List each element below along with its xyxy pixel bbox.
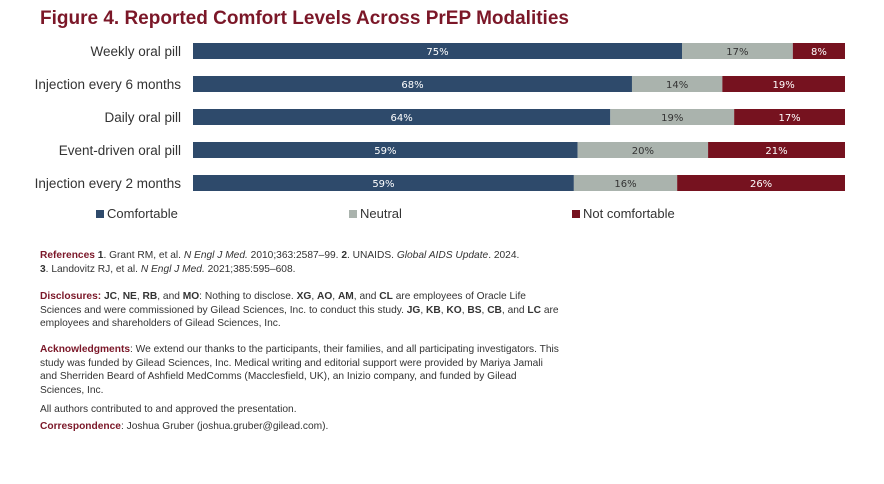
initials: AO: [316, 291, 333, 302]
ref-journal: Global AIDS Update: [396, 250, 489, 261]
correspondence-heading: Correspondence: [40, 421, 121, 432]
legend-label-comfortable: Comfortable: [107, 206, 178, 221]
bar-segment-neutral: [573, 175, 678, 191]
ref-journal: N Engl J Med.: [140, 263, 205, 275]
acknowledgments-text: : We extend our thanks to the participan…: [40, 344, 559, 396]
bar-segment-neutral: [631, 76, 723, 92]
category-label: Injection every 2 months: [35, 176, 182, 191]
data-label: 75%: [426, 47, 448, 58]
ref-number: 2: [341, 250, 347, 261]
initials: KB: [426, 304, 441, 316]
category-label: Event-driven oral pill: [59, 143, 181, 158]
initials: NE: [122, 291, 137, 302]
data-label: 68%: [401, 80, 423, 91]
bar-segment-comfortable: [193, 109, 611, 125]
text: , and: [353, 291, 380, 302]
category-label: Weekly oral pill: [90, 44, 181, 59]
data-label: 59%: [372, 179, 394, 190]
disclosures-heading: Disclosures:: [40, 291, 102, 302]
text: ,: [461, 304, 468, 316]
figure-title: Figure 4. Reported Comfort Levels Across…: [40, 8, 569, 29]
bar-segment-not-comfortable: [792, 43, 845, 59]
correspondence-text: : Joshua Gruber (joshua.gruber@gilead.co…: [120, 421, 329, 432]
text: are employees of Oracle Life Sciences an…: [40, 291, 526, 316]
initials: JG: [406, 304, 421, 316]
legend-item-comfortable: Comfortable: [96, 206, 178, 221]
bar-segment-comfortable: [193, 175, 574, 191]
text: , and: [501, 304, 528, 316]
acknowledgments-heading: Acknowledgments: [40, 344, 131, 355]
bar-segment-neutral: [577, 142, 709, 158]
initials: LC: [527, 304, 541, 316]
initials: AM: [337, 291, 354, 302]
data-label: 59%: [374, 146, 396, 157]
references-heading: References: [40, 250, 95, 261]
data-label: 8%: [811, 47, 827, 58]
initials: CB: [487, 304, 502, 316]
legend-swatch-comfortable: [96, 209, 104, 218]
text: : Nothing to disclose.: [199, 291, 297, 302]
initials: XG: [296, 291, 312, 302]
data-label: 21%: [765, 146, 787, 157]
bar-segment-neutral: [682, 43, 793, 59]
data-label: 14%: [666, 80, 688, 91]
text: , and: [157, 291, 183, 302]
legend-label-not-comfortable: Not comfortable: [583, 206, 675, 221]
ref-number: 1: [97, 250, 104, 261]
data-label: 19%: [661, 113, 683, 124]
category-label: Injection every 6 months: [35, 77, 182, 92]
legend-item-neutral: Neutral: [349, 206, 402, 221]
legend-swatch-neutral: [349, 209, 357, 218]
bar-segment-not-comfortable: [722, 76, 845, 92]
disclosures: Disclosures: JC, NE, RB, and MO: Nothing…: [40, 290, 560, 331]
data-label: 17%: [726, 47, 748, 58]
initials: KO: [446, 304, 462, 316]
correspondence: Correspondence: Joshua Gruber (joshua.gr…: [40, 420, 560, 434]
text: ,: [117, 291, 123, 302]
legend-label-neutral: Neutral: [360, 206, 402, 221]
initials: RB: [142, 291, 158, 302]
ref-text: . Landovitz RJ, et al.: [45, 263, 141, 275]
category-label: Daily oral pill: [104, 110, 181, 125]
stacked-bar-chart: Weekly oral pill 75% 17% 8% Injection every …: [35, 43, 845, 191]
initials: JC: [104, 291, 118, 302]
bar-segment-comfortable: [193, 142, 578, 158]
bar-segment-not-comfortable: [677, 175, 845, 191]
bar-segment-not-comfortable: [734, 109, 845, 125]
acknowledgments: Acknowledgments: We extend our thanks to…: [40, 343, 560, 397]
data-label: 17%: [778, 113, 800, 124]
text: ,: [440, 304, 447, 316]
text: ,: [481, 304, 488, 316]
bar-segment-not-comfortable: [708, 142, 845, 158]
ref-text: 2021;385:595–608.: [204, 263, 296, 275]
data-label: 19%: [773, 80, 795, 91]
text: ,: [420, 304, 427, 316]
text: are employees and shareholders of Gilead…: [40, 304, 559, 330]
legend-swatch-not-comfortable: [572, 209, 580, 218]
initials: MO: [182, 291, 200, 302]
legend-item-not-comfortable: Not comfortable: [572, 206, 675, 221]
text: ,: [136, 291, 143, 302]
data-label: 64%: [391, 113, 413, 124]
bar-segment-comfortable: [193, 76, 632, 92]
bar-segment-comfortable: [193, 43, 682, 59]
ref-text: . Grant RM, et al.: [103, 250, 184, 261]
contribution-statement: All authors contributed to and approved …: [40, 404, 297, 415]
ref-text: 2010;363:2587–99.: [247, 250, 342, 261]
ref-number: 3: [40, 263, 46, 275]
data-label: 20%: [632, 146, 654, 157]
references: References 1. Grant RM, et al. N Engl J …: [40, 249, 560, 276]
ref-journal: N Engl J Med.: [183, 250, 248, 261]
data-label: 26%: [750, 179, 772, 190]
text: ,: [311, 291, 317, 302]
initials: BS: [467, 304, 482, 316]
ref-text: . 2024.: [488, 250, 520, 261]
text: ,: [332, 291, 338, 302]
bar-segment-neutral: [610, 109, 735, 125]
ref-text: . UNAIDS.: [347, 250, 397, 261]
data-label: 16%: [614, 179, 636, 190]
initials: CL: [379, 291, 393, 302]
